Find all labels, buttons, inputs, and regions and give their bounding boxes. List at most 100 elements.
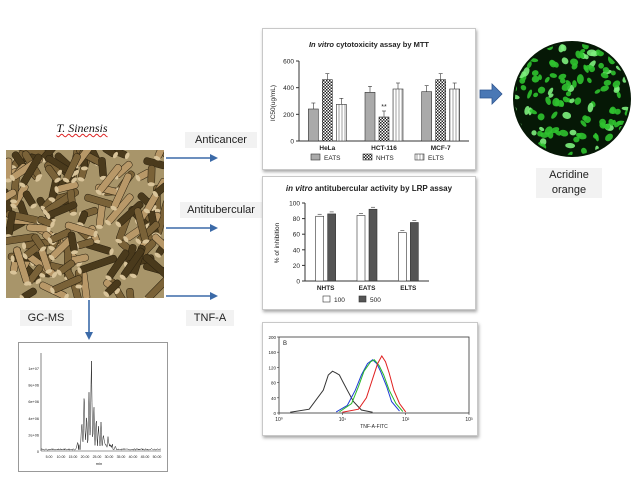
gcms-trace (40, 360, 161, 451)
stick-end (135, 238, 142, 245)
cell (573, 136, 580, 143)
stick-end (123, 236, 129, 243)
plant-stick (22, 190, 37, 209)
cell (515, 124, 519, 129)
cell (539, 138, 547, 146)
flow-y-tick-label: 40 (271, 396, 277, 401)
cell (600, 85, 609, 92)
stick-end (69, 211, 77, 216)
cell (558, 44, 565, 53)
stick-end (50, 287, 55, 294)
gcms-chromatogram-panel: 1e+07 8e+06 6e+06 4e+06 2e+06 0 5.00 10.00 15.00… (18, 342, 168, 472)
cell (615, 43, 622, 47)
stick-end (10, 203, 17, 209)
stick-end (77, 267, 82, 274)
stick-body (21, 287, 37, 298)
cell (527, 89, 533, 99)
stick-end (71, 177, 77, 184)
cell (580, 120, 587, 127)
stick-end (115, 221, 122, 228)
cell (516, 138, 522, 149)
lrp-y-tick-label: 80 (293, 216, 301, 223)
cell (621, 142, 629, 149)
cell (562, 96, 569, 103)
plant-stick (95, 163, 122, 195)
stick-end (48, 254, 55, 261)
cell (562, 111, 572, 119)
stick-end (54, 177, 61, 183)
plant-stick (110, 172, 133, 211)
cell (516, 61, 522, 67)
cell (527, 146, 533, 152)
plant-stick (62, 153, 81, 183)
stick-end (62, 177, 70, 183)
plant-stick (102, 150, 119, 159)
cell (626, 54, 629, 62)
stick-end (124, 152, 130, 160)
stick-end (19, 294, 25, 298)
stick-end (56, 169, 63, 176)
cell (515, 135, 521, 142)
lrp-bar (368, 208, 378, 282)
flow-series-line (335, 359, 400, 413)
cell (531, 75, 540, 83)
plant-stick (64, 221, 98, 238)
stick-end (10, 199, 18, 204)
cell (565, 142, 576, 149)
acridine-cell-image (512, 40, 632, 158)
stick-end (23, 281, 31, 286)
cell (537, 86, 546, 94)
stick-end (39, 246, 47, 252)
gcms-x-tick-label: 35.00 (117, 455, 126, 459)
cell (597, 152, 604, 155)
cell (619, 149, 629, 155)
plant-photo (6, 150, 164, 298)
cell (539, 126, 545, 132)
tnf-label: TNF-A (186, 310, 234, 326)
plant-stick (45, 201, 78, 220)
cell (602, 67, 610, 73)
cell (537, 130, 543, 137)
plant-stick (105, 249, 130, 281)
cell (615, 52, 621, 58)
stick-end (75, 284, 83, 289)
cell-image-svg (513, 41, 631, 157)
stick-end (110, 205, 117, 211)
stick-end (93, 230, 98, 238)
flow-x-tick-label: 10³ (465, 417, 473, 423)
gcms-x-tick-label: 50.00 (153, 455, 162, 459)
cell (624, 67, 629, 72)
antitubercular-label: Antitubercular (180, 202, 262, 218)
stick-end (153, 208, 161, 213)
stick-end (54, 186, 59, 194)
cell (515, 59, 518, 66)
lrp-legend-swatch (322, 295, 331, 303)
cell (576, 132, 582, 138)
mtt-bar (322, 79, 333, 142)
cell (550, 127, 560, 134)
stick-end (9, 174, 15, 181)
stick-end (19, 182, 26, 188)
stick-end (129, 273, 137, 278)
cell (612, 80, 621, 88)
gcms-x-tick-label: 45.00 (141, 455, 150, 459)
stick-end (35, 278, 42, 284)
stick-end (71, 250, 78, 255)
acridine-label-line1: Acridine (549, 169, 589, 181)
cell (576, 74, 584, 85)
cell (587, 77, 592, 84)
plant-stick (45, 164, 61, 183)
mtt-legend-swatch (310, 153, 321, 161)
tnf-histogram: B 0 40 80 120 160 200 10⁰ 10¹ 10² 10³ TNF-A-FITC (268, 335, 473, 430)
stick-end (95, 224, 103, 229)
lrp-y-tick-label: 20 (293, 263, 301, 270)
stick-end (76, 261, 83, 267)
cell (537, 113, 545, 121)
cell (570, 58, 579, 66)
mtt-y-tick-label: 400 (283, 85, 294, 92)
mtt-legend-label: ELTS (428, 155, 444, 162)
mtt-legend-label: EATS (324, 155, 341, 162)
cell (599, 122, 607, 129)
cell (569, 129, 577, 136)
stick-end (105, 275, 112, 281)
